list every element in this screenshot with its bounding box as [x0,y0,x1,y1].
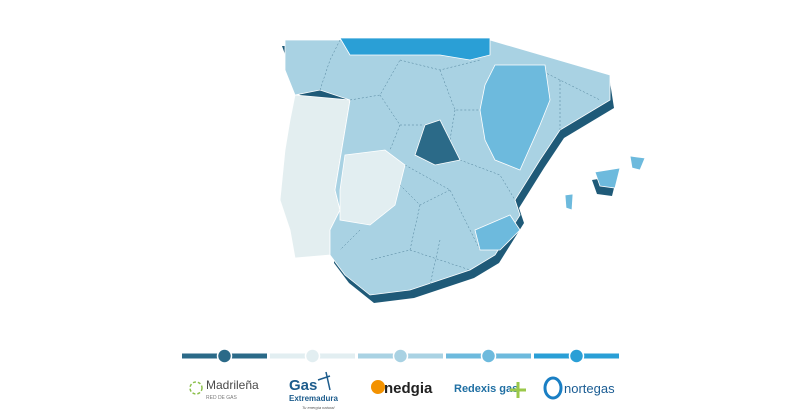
legend-dot [216,348,233,364]
region-redexis-aragon [479,64,551,171]
logo-text: Gas [289,377,317,394]
logo-icon [317,371,331,391]
logo-text: Redexis gas [454,383,518,395]
logo-redexis: Redexis gas [454,382,526,398]
legend-dot [392,348,409,364]
island [564,193,574,211]
logo-text: Madrileña [206,378,259,392]
region-madrilena [414,119,461,166]
logo-tagline: Tu energía natural [302,405,335,410]
logo-nortegas: nortegas [543,376,615,400]
island [594,167,621,189]
logo-subtext: Extremadura [289,394,338,403]
island [629,155,646,171]
logo-icon [189,381,203,395]
legend-dot [568,348,585,364]
legend [182,348,619,364]
province-borders [319,39,601,286]
logo-gas-extremadura: Gas Extremadura Tu energía natural [289,371,338,410]
legend-dot [480,348,497,364]
logo-madrilena: Madrileña RED DE GAS [189,378,259,401]
region-nortegas [339,37,491,61]
logo-tagline: RED DE GAS [206,395,238,401]
logo-text: nedgia [384,380,433,397]
region-redexis-murcia [474,214,521,251]
logo-icon [371,380,385,394]
legend-dot [304,348,321,364]
logo-icon [510,382,526,398]
region-gas-extremadura [339,149,406,226]
logo-icon [543,376,563,400]
map [279,37,646,303]
logo-text: nortegas [564,381,615,396]
logo-nedgia: nedgia [371,380,433,397]
